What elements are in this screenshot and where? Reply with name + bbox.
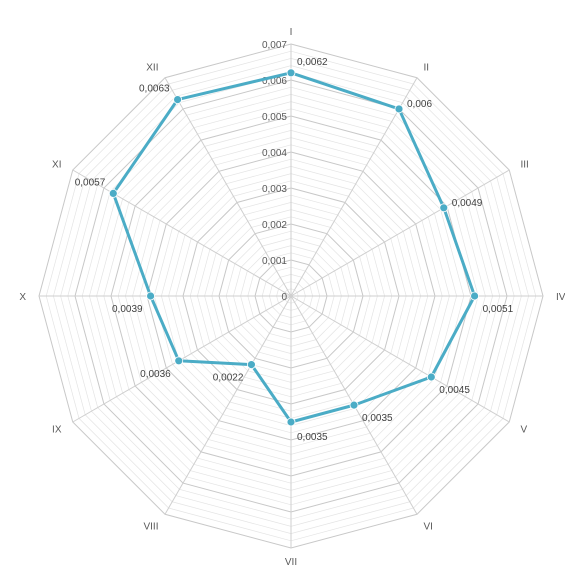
axis-tick-label: 0,006 [262,76,287,87]
data-label-iv: 0,0051 [483,304,514,315]
radar-spoke [290,77,418,297]
category-label-iv: IV [556,292,565,303]
data-label-v: 0,0045 [439,385,470,396]
axis-tick-label: 0,002 [262,220,287,231]
data-point-i [286,68,296,78]
radar-spoke [72,169,292,297]
data-label-xi: 0,0057 [75,177,106,188]
data-label-viii: 0,0022 [213,373,244,384]
radar-axis-tick-labels: 0 0,001 0,002 0,003 0,004 0,005 0,006 0,007 [262,40,287,303]
data-label-i: 0,0062 [297,57,328,68]
axis-tick-label: 0,007 [262,40,287,51]
category-label-ix: IX [52,425,62,436]
axis-tick-label: 0 [281,292,287,303]
data-point-vii [286,417,296,427]
data-point-iv [470,291,480,301]
data-point-xii [173,95,183,104]
category-label-xi: XI [52,160,61,171]
data-point-xi [108,188,118,198]
axis-tick-label: 0,001 [262,256,287,267]
category-label-viii: VIII [143,522,158,533]
data-point-ii [394,104,404,114]
data-point-v [426,372,436,382]
data-label-ii: 0,006 [407,99,432,110]
data-label-vii: 0,0035 [297,432,328,443]
data-label-x: 0,0039 [112,304,143,315]
axis-tick-label: 0,005 [262,112,287,123]
category-label-ii: II [424,63,430,74]
axis-tick-label: 0,004 [262,148,287,159]
radar-spokes [39,44,543,548]
radar-spoke [164,77,292,297]
radar-spoke [164,295,292,515]
data-point-ix [174,356,184,366]
data-label-ix: 0,0036 [140,369,171,380]
category-label-iii: III [521,160,529,171]
category-label-v: V [521,425,528,436]
category-label-vii: VII [285,557,297,568]
data-point-iii [439,203,449,213]
data-label-xii: 0,0063 [139,84,170,95]
radar-data-labels: 0,0062 0,006 0,0049 0,0051 0,0045 0,0035 0,003… [75,57,514,443]
axis-tick-label: 0,003 [262,184,287,195]
data-point-viii [246,360,256,369]
data-label-iii: 0,0049 [452,198,483,209]
category-label-vi: VI [424,522,433,533]
data-point-x [146,291,156,301]
category-label-x: X [19,292,26,303]
data-point-vi [349,400,359,410]
radar-spoke [290,295,510,423]
radar-spoke [290,169,510,297]
radar-series [108,68,480,427]
data-label-vi: 0,0035 [362,413,393,424]
category-label-xii: XII [146,63,158,74]
category-label-i: I [290,27,293,38]
